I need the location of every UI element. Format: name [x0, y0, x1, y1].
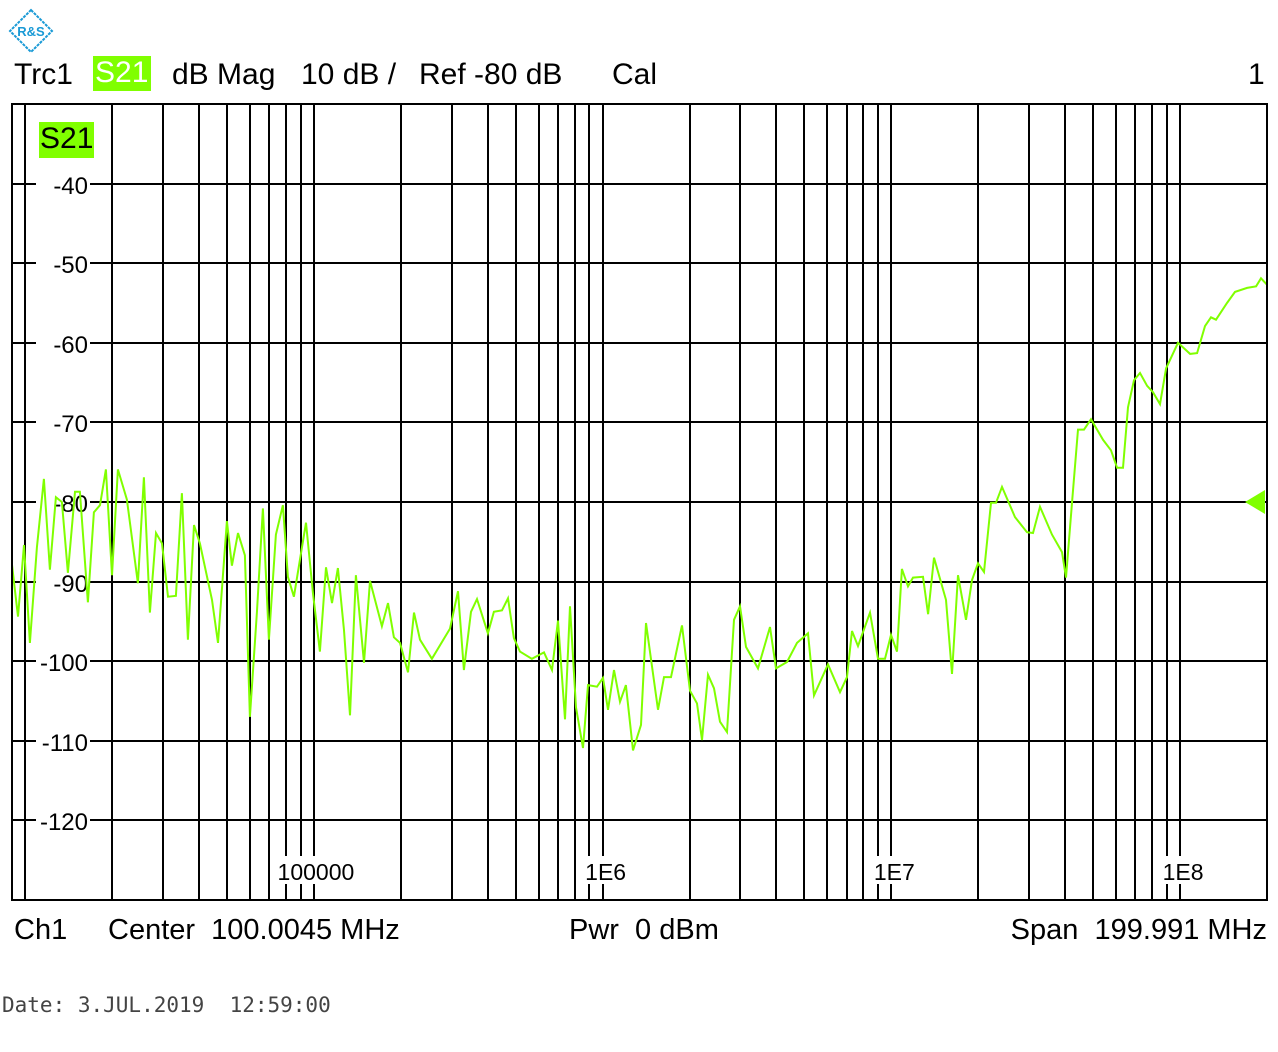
date-stamp: Date: 3.JUL.2019 12:59:00 [2, 993, 331, 1017]
plot-border [11, 103, 1268, 901]
calibration-status: Cal [612, 58, 658, 91]
center-frequency[interactable]: Center 100.0045 MHz [108, 914, 400, 946]
x-tick-label-background [582, 856, 629, 884]
y-tick-label: -80 [53, 491, 88, 518]
y-tick-label-background [36, 172, 90, 196]
trace-layer [11, 276, 1268, 751]
trace-name: Trc1 [14, 58, 73, 91]
channel-label: Ch1 [14, 914, 68, 946]
x-tick-label-background [1160, 856, 1207, 884]
x-tick-label-background [271, 856, 360, 884]
grid [12, 104, 1267, 900]
reference-level-label[interactable]: Ref -80 dB [419, 58, 563, 91]
format-label[interactable]: dB Mag [172, 58, 276, 91]
rohde-schwarz-logo: R&S [8, 8, 54, 54]
y-tick-label-background [36, 251, 90, 275]
y-tick-label: -100 [40, 650, 88, 677]
y-tick-label-background [36, 331, 90, 355]
y-tick-label: -50 [53, 252, 88, 279]
s21-trace-line [11, 276, 1268, 751]
y-tick-label: -90 [53, 571, 88, 598]
x-tick-label: 1E8 [1163, 859, 1204, 885]
trace-parameter-badge[interactable]: S21 [93, 56, 152, 91]
x-tick-label: 100000 [278, 859, 355, 885]
y-tick-label: -120 [40, 809, 88, 836]
y-tick-label: -110 [42, 730, 88, 757]
y-tick-label: -40 [53, 173, 88, 200]
x-tick-label: 1E7 [874, 859, 915, 885]
power-level[interactable]: Pwr 0 dBm [569, 914, 719, 946]
y-tick-label: -70 [53, 411, 88, 438]
x-tick-label: 1E6 [585, 859, 626, 885]
span-frequency[interactable]: Span 199.991 MHz [1010, 914, 1267, 946]
scale-label[interactable]: 10 dB / [301, 58, 397, 91]
x-tick-label-background [871, 856, 918, 884]
svg-text:R&S: R&S [17, 24, 45, 39]
y-tick-label-background [36, 649, 90, 673]
y-tick-label-background [36, 570, 90, 594]
axis-labels: -40 -50 -60 -70 -80 -90 -100 -110 -120 100000 1E6 1… [36, 172, 1207, 885]
trace-label-in-plot: S21 [39, 122, 95, 158]
y-tick-label-background [36, 729, 90, 753]
reference-level-marker-icon [1245, 490, 1265, 514]
y-tick-label-background [36, 410, 90, 434]
y-tick-label-background [36, 808, 90, 832]
window-number: 1 [1248, 58, 1265, 91]
y-tick-label: -60 [53, 332, 88, 359]
